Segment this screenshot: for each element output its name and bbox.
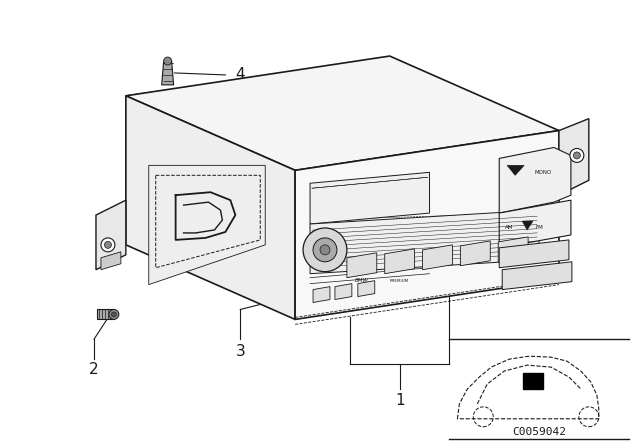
Polygon shape	[285, 147, 295, 157]
Circle shape	[320, 245, 330, 255]
Circle shape	[164, 57, 172, 65]
Polygon shape	[162, 61, 173, 85]
Circle shape	[570, 148, 584, 162]
Polygon shape	[460, 241, 490, 266]
Polygon shape	[310, 210, 539, 274]
Polygon shape	[126, 56, 559, 170]
Polygon shape	[499, 240, 569, 268]
Polygon shape	[148, 165, 265, 284]
Text: 1: 1	[395, 393, 404, 409]
Text: 2: 2	[89, 362, 99, 377]
Polygon shape	[498, 237, 528, 262]
Text: MONO: MONO	[534, 170, 551, 175]
Circle shape	[109, 310, 119, 319]
Circle shape	[101, 238, 115, 252]
Text: C0059042: C0059042	[512, 426, 566, 437]
Polygon shape	[295, 130, 559, 319]
Text: BMW: BMW	[355, 278, 369, 283]
Polygon shape	[502, 262, 572, 289]
Polygon shape	[385, 249, 415, 274]
Circle shape	[111, 312, 116, 317]
Circle shape	[303, 228, 347, 271]
Polygon shape	[101, 252, 121, 270]
Polygon shape	[499, 147, 571, 213]
Polygon shape	[126, 96, 295, 319]
Polygon shape	[97, 310, 114, 319]
Circle shape	[313, 238, 337, 262]
Polygon shape	[96, 200, 126, 270]
Polygon shape	[335, 284, 352, 300]
Text: 4: 4	[236, 68, 245, 82]
Polygon shape	[313, 287, 330, 302]
Polygon shape	[422, 245, 452, 270]
Polygon shape	[507, 165, 524, 175]
Polygon shape	[345, 134, 355, 145]
Polygon shape	[358, 280, 375, 297]
Circle shape	[573, 152, 580, 159]
Circle shape	[104, 241, 111, 248]
Polygon shape	[559, 119, 589, 195]
Polygon shape	[499, 200, 571, 248]
Polygon shape	[310, 172, 429, 224]
Text: AM: AM	[505, 225, 513, 230]
Polygon shape	[522, 221, 533, 230]
Polygon shape	[347, 253, 377, 278]
Text: 3: 3	[236, 344, 245, 359]
Bar	[523, 373, 543, 389]
Text: PREMIUM: PREMIUM	[390, 279, 409, 283]
Text: FM: FM	[535, 225, 543, 230]
